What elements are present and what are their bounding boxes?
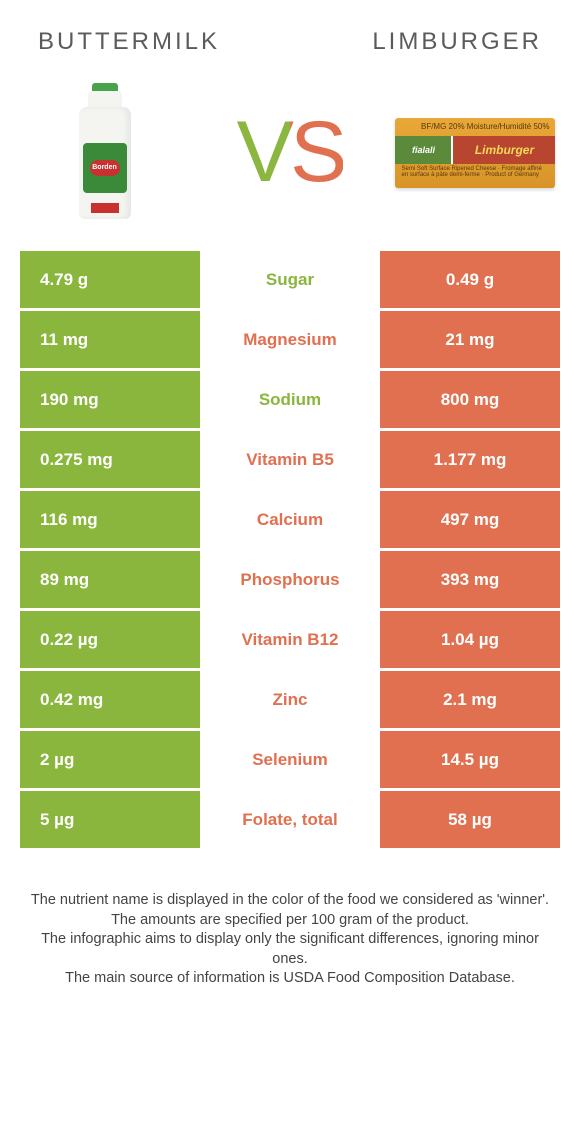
cheese-top-text: BF/MG 20% Moisture/Humidité 50% bbox=[421, 122, 550, 131]
nutrient-label: Zinc bbox=[200, 671, 380, 728]
value-right: 0.49 g bbox=[380, 251, 560, 308]
table-row: 4.79 gSugar0.49 g bbox=[20, 251, 560, 311]
value-right: 1.177 mg bbox=[380, 431, 560, 488]
vs-label: VS bbox=[237, 103, 344, 202]
nutrient-label: Sugar bbox=[200, 251, 380, 308]
footer: The nutrient name is displayed in the co… bbox=[0, 851, 580, 989]
footer-line: The nutrient name is displayed in the co… bbox=[24, 891, 556, 911]
value-left: 89 mg bbox=[20, 551, 200, 608]
bottle-brand: Borden bbox=[90, 160, 120, 176]
nutrient-label: Vitamin B12 bbox=[200, 611, 380, 668]
value-right: 58 µg bbox=[380, 791, 560, 848]
value-left: 0.42 mg bbox=[20, 671, 200, 728]
value-right: 2.1 mg bbox=[380, 671, 560, 728]
value-left: 0.22 µg bbox=[20, 611, 200, 668]
header: Buttermilk Limburger bbox=[0, 0, 580, 66]
nutrient-label: Magnesium bbox=[200, 311, 380, 368]
table-row: 89 mgPhosphorus393 mg bbox=[20, 551, 560, 611]
value-right: 800 mg bbox=[380, 371, 560, 428]
value-right: 21 mg bbox=[380, 311, 560, 368]
value-left: 116 mg bbox=[20, 491, 200, 548]
nutrient-label: Phosphorus bbox=[200, 551, 380, 608]
value-left: 0.275 mg bbox=[20, 431, 200, 488]
table-row: 0.22 µgVitamin B121.04 µg bbox=[20, 611, 560, 671]
nutrient-label: Selenium bbox=[200, 731, 380, 788]
value-left: 5 µg bbox=[20, 791, 200, 848]
value-right: 497 mg bbox=[380, 491, 560, 548]
product-image-right: BF/MG 20% Moisture/Humidité 50% fialali … bbox=[393, 80, 558, 225]
value-left: 190 mg bbox=[20, 371, 200, 428]
value-left: 4.79 g bbox=[20, 251, 200, 308]
table-row: 2 µgSelenium14.5 µg bbox=[20, 731, 560, 791]
limburger-box-icon: BF/MG 20% Moisture/Humidité 50% fialali … bbox=[395, 118, 555, 188]
table-row: 0.275 mgVitamin B51.177 mg bbox=[20, 431, 560, 491]
hero-row: Borden VS BF/MG 20% Moisture/Humidité 50… bbox=[0, 66, 580, 251]
nutrient-label: Vitamin B5 bbox=[200, 431, 380, 488]
value-right: 14.5 µg bbox=[380, 731, 560, 788]
cheese-brand-b: Limburger bbox=[453, 136, 555, 164]
footer-line: The main source of information is USDA F… bbox=[24, 969, 556, 989]
table-row: 0.42 mgZinc2.1 mg bbox=[20, 671, 560, 731]
table-row: 5 µgFolate, total58 µg bbox=[20, 791, 560, 851]
title-right: Limburger bbox=[372, 28, 542, 56]
buttermilk-bottle-icon: Borden bbox=[75, 83, 135, 223]
nutrient-label: Calcium bbox=[200, 491, 380, 548]
cheese-sub-text: Semi Soft Surface Ripened Cheese · Froma… bbox=[401, 166, 549, 179]
value-right: 1.04 µg bbox=[380, 611, 560, 668]
nutrient-label: Folate, total bbox=[200, 791, 380, 848]
table-row: 11 mgMagnesium21 mg bbox=[20, 311, 560, 371]
nutrient-label: Sodium bbox=[200, 371, 380, 428]
value-left: 11 mg bbox=[20, 311, 200, 368]
cheese-brand-a: fialali bbox=[395, 136, 453, 164]
value-left: 2 µg bbox=[20, 731, 200, 788]
table-row: 190 mgSodium800 mg bbox=[20, 371, 560, 431]
comparison-table: 4.79 gSugar0.49 g11 mgMagnesium21 mg190 … bbox=[0, 251, 580, 851]
footer-line: The infographic aims to display only the… bbox=[24, 930, 556, 969]
table-row: 116 mgCalcium497 mg bbox=[20, 491, 560, 551]
title-left: Buttermilk bbox=[38, 28, 220, 56]
value-right: 393 mg bbox=[380, 551, 560, 608]
footer-line: The amounts are specified per 100 gram o… bbox=[24, 911, 556, 931]
product-image-left: Borden bbox=[22, 80, 187, 225]
